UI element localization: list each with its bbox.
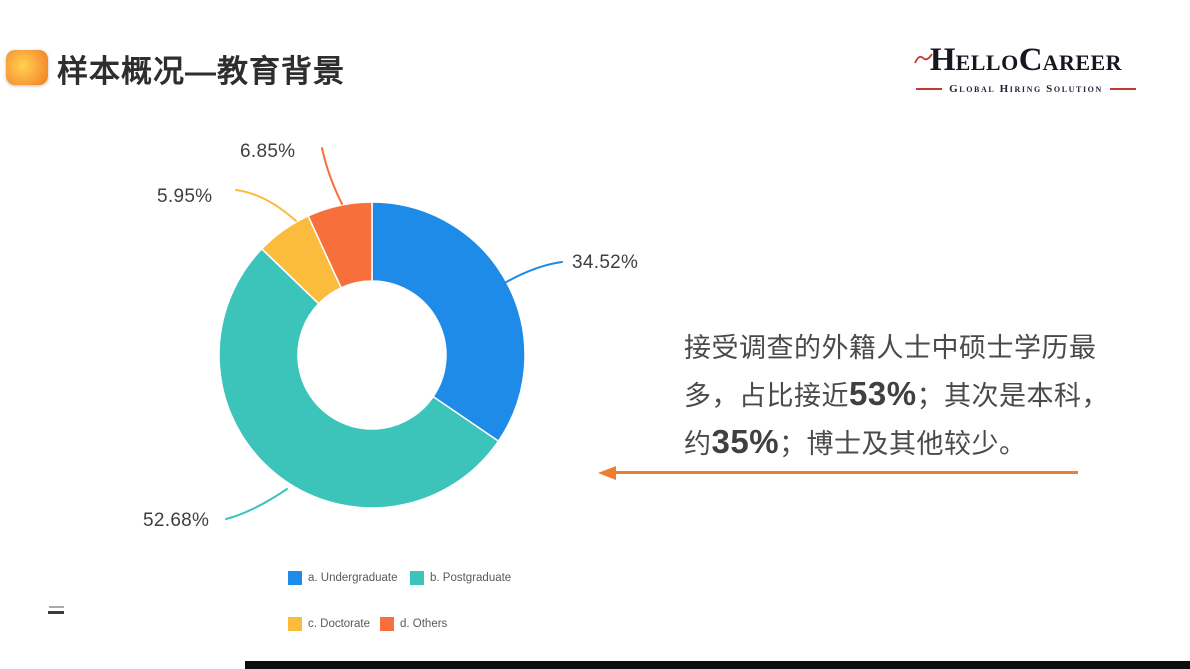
leader-line-1	[225, 488, 288, 520]
insight-text: 接受调查的外籍人士中硕士学历最 多，占比接近53%；其次是本科， 约35%；博士…	[684, 326, 1124, 467]
legend-item-others: d. Others	[380, 616, 447, 631]
legend-item-undergraduate: a. Undergraduate	[288, 570, 398, 585]
tagline-rule-right	[1109, 88, 1136, 90]
insight-line-1: 接受调查的外籍人士中硕士学历最	[684, 333, 1097, 363]
footer-dash-dark	[48, 611, 64, 614]
data-label-postgraduate: 52.68%	[143, 510, 210, 531]
footer-dash-light	[49, 606, 64, 608]
tagline-text: Global Hiring Solution	[949, 83, 1103, 95]
leader-line-3	[321, 147, 343, 205]
data-label-others: 6.85%	[240, 141, 296, 162]
legend-label: c. Doctorate	[308, 617, 370, 630]
highlight-53: 53%	[849, 375, 917, 412]
title-accent-icon	[6, 50, 48, 85]
legend-swatch-postgraduate	[410, 570, 424, 585]
logo-text: ELLO	[955, 50, 1019, 75]
insight-line-2: 多，占比接近53%；其次是本科，	[684, 375, 1110, 412]
legend-swatch-others	[380, 616, 394, 631]
donut-chart	[218, 147, 563, 520]
arrow-left-head-icon	[598, 466, 616, 480]
logo-wordmark: HELLOCAREER	[914, 42, 1136, 82]
logo-text: AREER	[1042, 50, 1123, 75]
data-label-doctorate: 5.95%	[157, 186, 213, 207]
logo-text: C	[1018, 42, 1043, 78]
donut-segment-0	[371, 201, 526, 443]
bottom-bar	[245, 661, 1190, 669]
legend-swatch-undergraduate	[288, 570, 302, 585]
legend-item-doctorate: c. Doctorate	[288, 616, 370, 631]
data-label-undergraduate: 34.52%	[572, 252, 639, 273]
highlight-35: 35%	[711, 423, 780, 460]
page-title: 样本概况—教育背景	[57, 54, 345, 89]
legend-label: d. Others	[400, 617, 448, 630]
logo-tagline: Global Hiring Solution	[916, 83, 1136, 95]
legend-swatch-doctorate	[288, 616, 302, 631]
donut-segments	[218, 201, 526, 509]
tagline-rule-left	[916, 88, 943, 90]
donut-segment-3	[307, 201, 373, 289]
legend-label: a. Undergraduate	[308, 571, 398, 584]
leader-lines	[225, 147, 563, 520]
donut-segment-1	[218, 247, 500, 509]
insight-line-3: 约35%；博士及其他较少。	[684, 423, 1027, 460]
arrow-line	[614, 471, 1078, 474]
logo-squiggle-icon	[914, 46, 934, 78]
leader-line-2	[235, 189, 297, 222]
leader-line-0	[495, 261, 563, 289]
logo-text: H	[929, 42, 956, 78]
legend-item-postgraduate: b. Postgraduate	[410, 570, 511, 585]
legend-label: b. Postgraduate	[430, 571, 512, 584]
hellocareer-logo: HELLOCAREER Global Hiring Solution	[914, 42, 1136, 95]
